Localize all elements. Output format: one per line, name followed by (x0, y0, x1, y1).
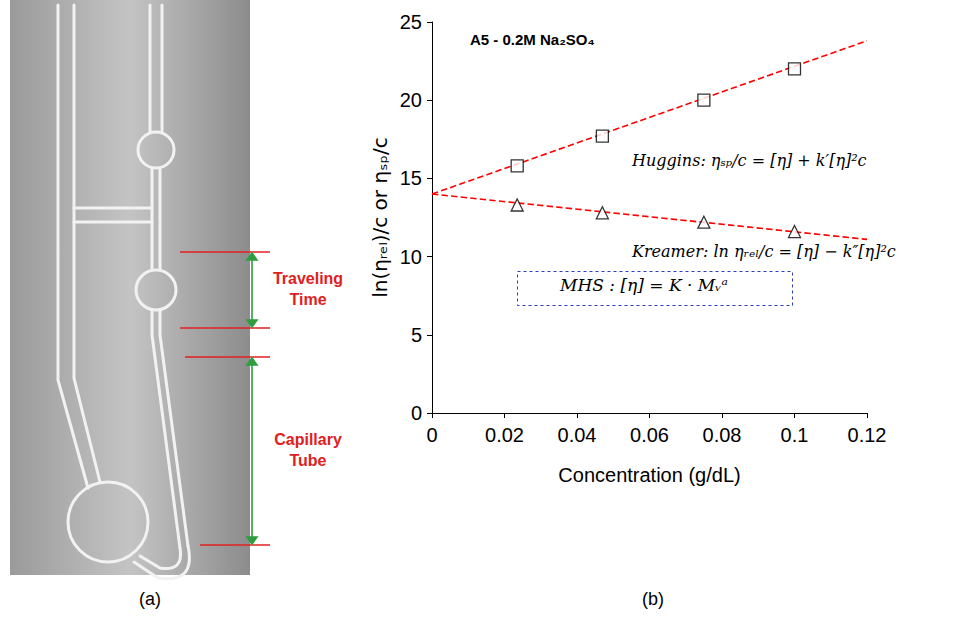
svg-text:MHS : [η] = K · Mᵥᵃ: MHS : [η] = K · Mᵥᵃ (559, 275, 728, 295)
svg-text:15: 15 (400, 167, 422, 189)
svg-text:0.06: 0.06 (630, 424, 669, 446)
svg-text:Capillary: Capillary (274, 431, 342, 448)
svg-text:25: 25 (400, 11, 422, 33)
svg-text:Huggins: ηₛₚ/c = [η] + k′[η]²c: Huggins: ηₛₚ/c = [η] + k′[η]²c (631, 151, 867, 170)
svg-text:A5 - 0.2M Na₂SO₄: A5 - 0.2M Na₂SO₄ (470, 31, 595, 48)
svg-text:0: 0 (411, 402, 422, 424)
svg-text:Tube: Tube (289, 452, 326, 469)
svg-text:Concentration (g/dL): Concentration (g/dL) (558, 464, 740, 486)
svg-text:0.04: 0.04 (558, 424, 597, 446)
svg-text:0: 0 (426, 424, 437, 446)
svg-text:Time: Time (289, 291, 326, 308)
svg-text:0.1: 0.1 (781, 424, 809, 446)
svg-text:20: 20 (400, 89, 422, 111)
svg-text:10: 10 (400, 246, 422, 268)
svg-text:(a): (a) (139, 589, 161, 609)
svg-text:0.08: 0.08 (703, 424, 742, 446)
svg-text:(b): (b) (642, 589, 664, 609)
svg-text:5: 5 (411, 324, 422, 346)
svg-text:0.02: 0.02 (485, 424, 524, 446)
svg-text:Traveling: Traveling (273, 270, 343, 287)
svg-text:ln(ηᵣₑₗ)/c or ηₛₚ/c: ln(ηᵣₑₗ)/c or ηₛₚ/c (368, 137, 392, 298)
svg-text:0.12: 0.12 (848, 424, 887, 446)
svg-text:Kreamer: ln ηᵣₑₗ/c = [η] − k″[: Kreamer: ln ηᵣₑₗ/c = [η] − k″[η]²c (631, 242, 896, 261)
